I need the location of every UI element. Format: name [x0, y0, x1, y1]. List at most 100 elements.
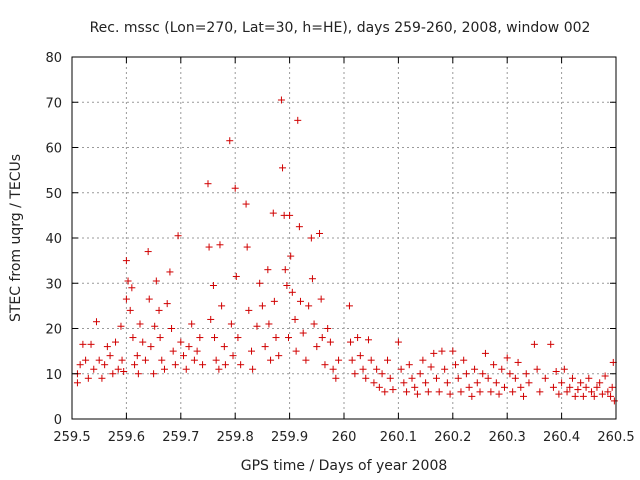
- data-point: [422, 379, 430, 387]
- y-tick-label: 40: [45, 232, 62, 247]
- data-point: [386, 374, 394, 382]
- data-point: [193, 347, 201, 355]
- data-point: [188, 320, 196, 328]
- data-point: [249, 365, 257, 373]
- data-point: [373, 365, 381, 373]
- data-point: [163, 300, 171, 308]
- axis-ticks: [71, 56, 617, 420]
- y-tick-label: 20: [45, 323, 62, 338]
- data-point: [106, 352, 114, 360]
- data-point: [182, 365, 190, 373]
- data-point: [156, 334, 164, 342]
- data-point: [348, 356, 356, 364]
- data-point: [277, 96, 285, 104]
- data-point: [152, 277, 160, 285]
- data-point: [73, 379, 81, 387]
- data-point: [264, 266, 272, 274]
- data-point: [500, 383, 508, 391]
- x-tick-label: 260.5: [597, 430, 634, 445]
- data-point: [258, 302, 266, 310]
- data-point: [185, 343, 193, 351]
- data-point: [292, 347, 300, 355]
- data-point: [285, 334, 293, 342]
- y-tick-labels: 0 10 20 30 40 50 60 70 80: [45, 51, 62, 428]
- data-point: [109, 370, 117, 378]
- grid-lines: [72, 57, 616, 419]
- data-point: [321, 361, 329, 369]
- data-point: [269, 209, 277, 217]
- data-point: [593, 383, 601, 391]
- data-point: [324, 325, 332, 332]
- data-point: [122, 257, 130, 265]
- data-point: [305, 302, 313, 310]
- data-point: [122, 295, 130, 303]
- data-point: [571, 392, 579, 400]
- data-point: [218, 302, 226, 310]
- data-point: [286, 211, 294, 219]
- data-point: [558, 379, 566, 387]
- data-point: [174, 232, 182, 240]
- data-point: [147, 343, 155, 351]
- data-point: [310, 320, 318, 328]
- data-point: [479, 370, 487, 378]
- data-point: [563, 388, 571, 396]
- data-point: [234, 334, 242, 342]
- data-point: [124, 277, 132, 285]
- data-point: [118, 356, 126, 364]
- data-point: [397, 365, 405, 373]
- data-point: [283, 282, 291, 290]
- data-point: [112, 338, 120, 346]
- data-point: [190, 356, 198, 364]
- data-point: [168, 325, 176, 332]
- data-point: [359, 365, 367, 373]
- data-point: [476, 388, 484, 396]
- data-point: [90, 365, 98, 373]
- data-point: [389, 386, 397, 394]
- x-tick-label: 259.6: [108, 430, 145, 445]
- x-tick-label: 259.9: [271, 430, 308, 445]
- y-tick-label: 70: [45, 96, 62, 111]
- data-point: [215, 365, 223, 373]
- data-point: [473, 379, 481, 387]
- data-point: [180, 352, 188, 360]
- data-point: [547, 340, 555, 348]
- data-point: [245, 306, 253, 314]
- data-point: [226, 137, 234, 145]
- data-point: [199, 361, 207, 369]
- data-point: [378, 370, 386, 378]
- data-point: [438, 347, 446, 355]
- data-point: [452, 361, 460, 369]
- data-point: [317, 295, 325, 303]
- data-point: [169, 347, 177, 355]
- x-tick-label: 260.2: [434, 430, 471, 445]
- data-point: [471, 365, 479, 373]
- data-point: [582, 383, 590, 391]
- data-point: [141, 356, 149, 364]
- data-point: [443, 379, 451, 387]
- data-point: [367, 356, 375, 364]
- data-point: [370, 379, 378, 387]
- data-point: [384, 356, 392, 364]
- data-point: [256, 279, 264, 287]
- data-point: [577, 379, 585, 387]
- data-point: [166, 268, 174, 276]
- data-point: [427, 363, 435, 371]
- data-point: [144, 248, 152, 256]
- data-point: [253, 322, 261, 330]
- data-point: [313, 343, 321, 351]
- data-point: [151, 322, 159, 330]
- data-point: [227, 320, 235, 328]
- data-point: [435, 388, 443, 396]
- data-point: [295, 223, 303, 231]
- data-point: [158, 356, 166, 364]
- data-point: [446, 390, 454, 398]
- data-point: [84, 374, 92, 382]
- data-point: [520, 392, 528, 400]
- data-point: [232, 272, 240, 280]
- data-point: [411, 383, 419, 391]
- data-point: [530, 340, 538, 348]
- data-point: [150, 370, 158, 378]
- data-point: [139, 338, 147, 346]
- data-point: [408, 374, 416, 382]
- data-point: [220, 343, 228, 351]
